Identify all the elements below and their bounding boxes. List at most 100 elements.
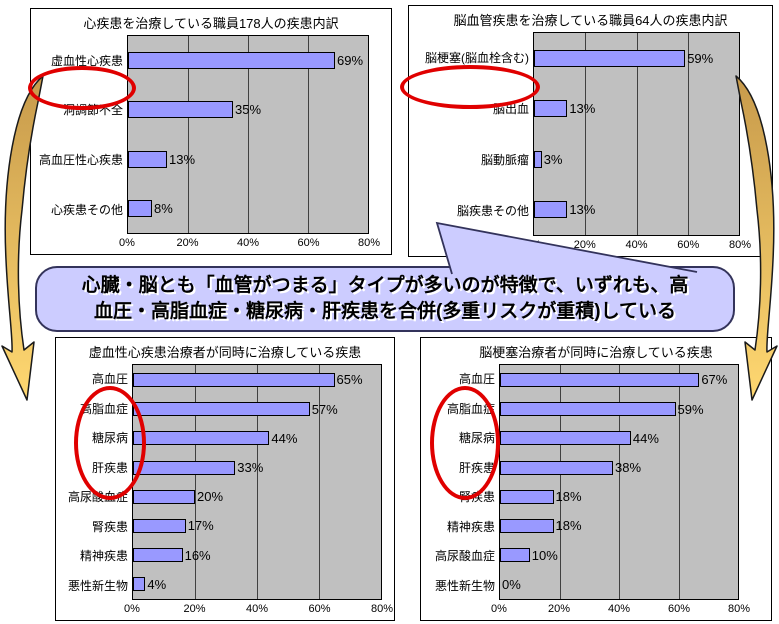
bar — [133, 431, 270, 446]
category-label: 高脂血症 — [79, 401, 128, 416]
plot-area: 65% 57% 44% 33% 20% 17% 16% 4% — [132, 364, 382, 600]
bar — [500, 431, 631, 446]
bar-value: 4% — [147, 576, 167, 592]
bar — [534, 49, 686, 67]
bar-row: 69% — [128, 36, 368, 85]
gridline — [195, 365, 196, 599]
bar-value: 67% — [701, 372, 728, 388]
axis-tick-label: 20% — [573, 239, 596, 251]
bar-value: 69% — [337, 53, 364, 69]
bar-value: 17% — [187, 518, 214, 534]
bar-value: 0% — [502, 576, 521, 592]
category-label: 精神疾患 — [79, 549, 128, 564]
axis-tick-label: 0% — [119, 237, 135, 249]
bar — [534, 100, 568, 118]
bar-row: 18% — [500, 511, 738, 540]
bar-value: 20% — [197, 489, 224, 505]
category-label: 脳疾患その他 — [456, 204, 529, 219]
category-label: 虚血性心疾患 — [50, 53, 123, 68]
category-label: 高尿酸血症 — [67, 490, 128, 505]
bar-row: 33% — [133, 453, 381, 482]
bar-value: 65% — [336, 372, 363, 388]
bar-row: 57% — [133, 394, 381, 423]
chart-panel-heart-breakdown: 心疾患を治療している職員178人の疾患内訳 虚血性心疾患洞調節不全高血圧性心疾患… — [30, 8, 392, 255]
bar-value: 13% — [169, 151, 196, 167]
chart-panel-ischemic-comorbid: 虚血性心疾患治療者が同時に治療している疾患 高血圧 高脂血症 糖尿病 肝疾患 高尿酸血症… — [55, 337, 395, 621]
callout-text-line1: 心臓・脳とも「血管がつまる」タイプが多いのが特徴で、いずれも、高 — [81, 275, 689, 297]
bar-value: 16% — [184, 547, 211, 563]
category-label: 脳梗塞(脳血栓含む) — [425, 51, 529, 66]
axis-tick-label: 60% — [667, 603, 691, 615]
bar — [128, 52, 335, 70]
plot-area: 67% 59% 44% 38% 18% 18% 10% 0% — [499, 364, 739, 600]
bar-row: 44% — [133, 424, 381, 453]
bar-row: 4% — [133, 570, 381, 599]
axis-tick-label: 40% — [236, 237, 260, 249]
axis-tick-label: 60% — [308, 603, 331, 615]
bar-value: 44% — [632, 430, 659, 446]
bar-row: 17% — [133, 511, 381, 540]
gridline — [619, 365, 620, 599]
bar-row: 38% — [500, 453, 738, 482]
axis-tick-label: 0% — [491, 603, 507, 615]
bar — [133, 577, 146, 592]
bar — [133, 460, 236, 475]
chart-title: 心疾患を治療している職員178人の疾患内訳 — [83, 16, 339, 31]
category-label: 糖尿病 — [458, 431, 495, 446]
bar-row: 35% — [128, 85, 368, 134]
gridline — [687, 33, 689, 235]
bar-value: 33% — [237, 460, 264, 475]
x-axis: 0% 20% 40% 60% 80% — [119, 234, 380, 254]
bar-row: 0% — [500, 570, 738, 599]
bar — [534, 201, 568, 219]
bar — [500, 548, 530, 563]
bar-row: 8% — [128, 184, 368, 233]
category-label: 高尿酸血症 — [434, 549, 495, 564]
callout-text-line2: 血圧・高脂血症・糖尿病・肝疾患を合併(多重リスクが重積)している — [93, 301, 677, 322]
bar — [133, 489, 195, 504]
bar-row: 20% — [133, 482, 381, 511]
category-label: 精神疾患 — [446, 519, 495, 534]
category-label: 高脂血症 — [446, 401, 495, 416]
bar — [500, 372, 700, 387]
plot-area: 59% 13% 3% 13% — [533, 32, 740, 236]
category-label: 洞調節不全 — [62, 103, 123, 118]
bar-value: 44% — [271, 430, 298, 446]
bar-row: 44% — [500, 424, 738, 453]
category-label: 心疾患その他 — [50, 202, 123, 217]
callout-bubble: 心臓・脳とも「血管がつまる」タイプが多いのが特徴で、いずれも、高 血圧・高脂血症… — [35, 266, 735, 332]
bar — [133, 518, 186, 533]
bar-row: 18% — [500, 482, 738, 511]
bar-row: 13% — [128, 135, 368, 184]
bar — [128, 199, 152, 217]
bar — [133, 548, 183, 563]
category-label: 高血圧性心疾患 — [38, 152, 123, 167]
gridline — [319, 365, 320, 599]
axis-tick-label: 80% — [370, 603, 394, 615]
bar-value: 59% — [687, 50, 714, 66]
bar-value: 8% — [154, 200, 173, 216]
axis-tick-label: 0% — [525, 239, 541, 251]
bar-row: 13% — [534, 185, 739, 235]
x-axis: 0% 20% 40% 60% 80% — [124, 600, 393, 620]
axis-tick-label: 80% — [728, 239, 752, 251]
bar-row: 10% — [500, 541, 738, 570]
category-label: 悪性新生物 — [434, 578, 495, 593]
bar-row: 59% — [534, 33, 739, 83]
bar-value: 35% — [235, 102, 262, 118]
chart-title: 脳血管疾患を治療している職員64人の疾患内訳 — [453, 13, 728, 28]
gridline — [559, 365, 561, 599]
x-axis: 0% 20% 40% 60% 80% — [491, 600, 750, 620]
axis-tick-label: 80% — [357, 237, 381, 249]
category-label: 肝疾患 — [458, 460, 495, 475]
category-label: 腎疾患 — [458, 490, 495, 505]
bar-value: 59% — [677, 401, 704, 417]
bar-value: 18% — [555, 489, 582, 505]
axis-tick-label: 40% — [245, 603, 269, 615]
category-label: 糖尿病 — [91, 431, 128, 446]
axis-tick-label: 20% — [176, 237, 199, 249]
bar-value: 57% — [311, 401, 338, 417]
bar — [133, 372, 335, 387]
bar — [500, 518, 554, 533]
